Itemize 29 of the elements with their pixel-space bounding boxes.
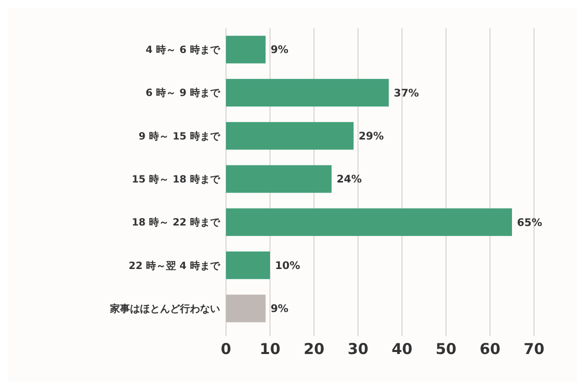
y-tick-label: 4 時～ 6 時まで — [146, 44, 221, 56]
data-label: 29% — [358, 130, 384, 143]
y-tick-label: 6 時～ 9 時まで — [146, 87, 221, 100]
y-tick-label: 家事はほとんど行わない — [109, 302, 220, 315]
bar — [226, 122, 354, 150]
data-label: 65% — [517, 216, 543, 229]
bar — [226, 208, 512, 236]
x-tick-label: 20 — [304, 340, 324, 358]
bar — [226, 294, 266, 322]
x-tick-label: 10 — [260, 340, 280, 358]
x-tick-label: 40 — [392, 340, 412, 358]
bar — [226, 251, 270, 280]
bar — [226, 78, 389, 107]
bar — [226, 165, 332, 193]
x-tick-label: 70 — [524, 340, 544, 358]
x-tick-label: 60 — [480, 340, 500, 358]
x-tick-label: 50 — [436, 340, 456, 358]
data-label: 10% — [275, 260, 301, 272]
data-label: 9% — [270, 303, 289, 316]
data-label: 9% — [270, 44, 289, 56]
data-label: 37% — [394, 87, 420, 100]
y-tick-label: 9 時～ 15 時まで — [138, 130, 221, 142]
bar — [226, 36, 266, 64]
data-label: 24% — [336, 174, 362, 186]
x-tick-label: 30 — [348, 340, 368, 358]
x-tick-label: 0 — [220, 340, 232, 358]
y-tick-label: 15 時～ 18 時まで — [132, 174, 221, 186]
y-tick-label: 18 時～ 22 時まで — [132, 216, 221, 229]
y-tick-label: 22 時～翌 4 時まで — [128, 260, 221, 272]
